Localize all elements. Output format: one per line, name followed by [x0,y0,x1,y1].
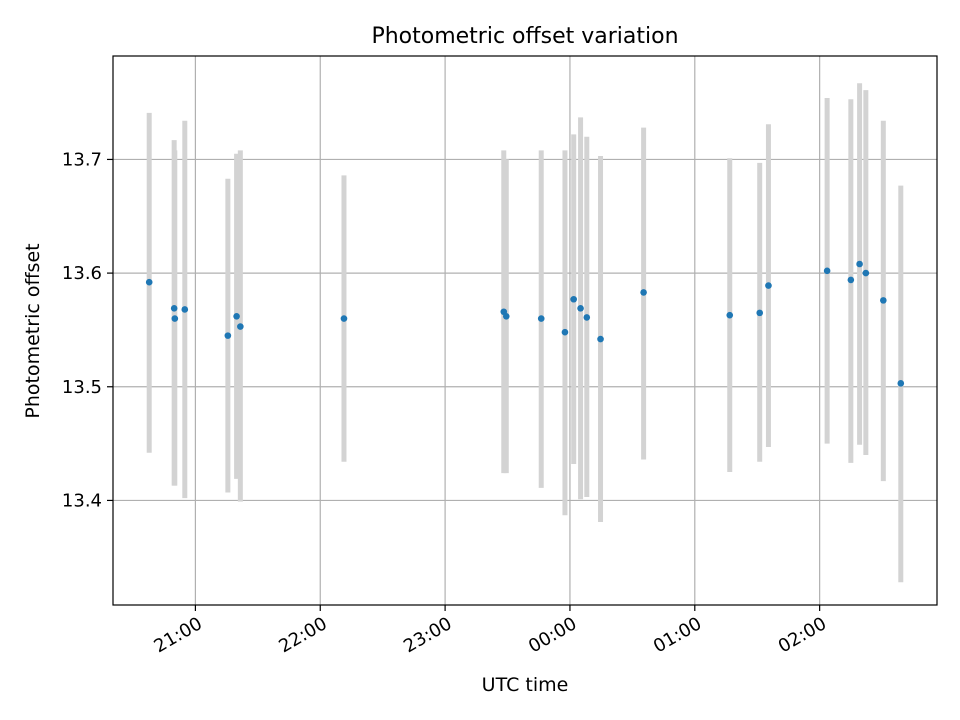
data-points [145,260,905,387]
data-point [756,309,764,317]
data-point [862,269,870,277]
data-point [765,282,772,289]
data-point [856,260,863,268]
data-point [823,267,831,275]
y-tick-label: 13.4 [62,490,102,511]
data-point [897,380,905,387]
data-point [570,295,577,303]
data-point [237,323,244,330]
y-tick-label: 13.6 [62,263,102,284]
data-point [880,297,887,304]
x-axis-label: UTC time [482,674,569,696]
data-point [561,328,569,336]
data-point [726,311,734,319]
data-point [583,314,591,321]
data-point [597,335,604,343]
data-point [224,332,232,339]
data-point [145,278,153,286]
data-point [640,289,647,296]
data-point [577,305,584,312]
y-tick-label: 13.5 [62,377,102,398]
grid-lines [113,56,937,605]
data-point [170,305,178,312]
data-point [233,312,240,320]
y-axis-label: Photometric offset [22,243,44,418]
plot-area-frame [112,55,938,606]
data-point [502,312,510,320]
y-tick-label: 13.7 [62,149,102,170]
data-point [171,315,179,322]
data-point [537,315,545,322]
data-point [340,315,348,322]
data-point [181,306,189,313]
chart-title: Photometric offset variation [371,24,678,49]
data-point [847,276,855,284]
